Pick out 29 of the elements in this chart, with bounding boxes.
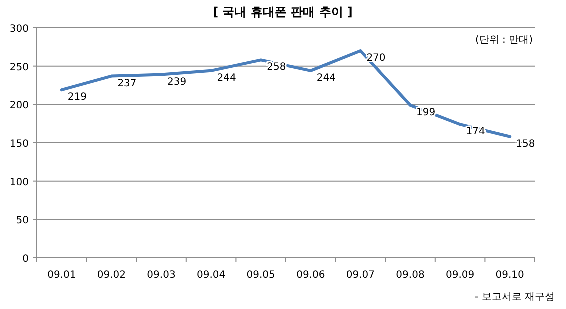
x-tick-label: 09.02 (97, 270, 126, 281)
data-label: 244 (217, 72, 236, 84)
line-series (60, 50, 512, 138)
data-label: 237 (118, 78, 137, 90)
x-tick-label: 09.01 (48, 270, 76, 281)
text: - 보고서로 재구성 (475, 292, 555, 303)
data-label: 219 (68, 92, 87, 104)
annotation: (단위 : 만대) (475, 35, 534, 46)
x-tick-label: 09.08 (396, 270, 425, 281)
y-tick-label: 200 (10, 100, 29, 112)
x-tick-label: 09.04 (196, 270, 226, 281)
x-tick-label: 09.10 (496, 270, 524, 281)
chart-title: [ 국내 휴대폰 판매 추이 ] (213, 5, 353, 19)
y-tick-label: 150 (10, 139, 29, 150)
y-tick-label: 50 (16, 216, 29, 227)
data-label: 258 (267, 62, 286, 74)
x-tick-label: 09.07 (346, 270, 376, 281)
data-label: 158 (516, 138, 536, 150)
x-tick-label: 09.09 (446, 270, 475, 281)
y-tick-label: 0 (22, 254, 29, 265)
y-tick-label: 250 (10, 62, 29, 74)
x-tick-label: 09.05 (246, 270, 276, 281)
y-tick-label: 300 (10, 24, 29, 35)
data-label: 244 (316, 72, 336, 84)
data-label: 239 (168, 76, 187, 88)
x-tick-label: 09.03 (147, 270, 176, 281)
data-label: 174 (466, 126, 486, 138)
y-tick-label: 100 (10, 177, 29, 188)
x-tick-label: 09.06 (296, 270, 326, 281)
